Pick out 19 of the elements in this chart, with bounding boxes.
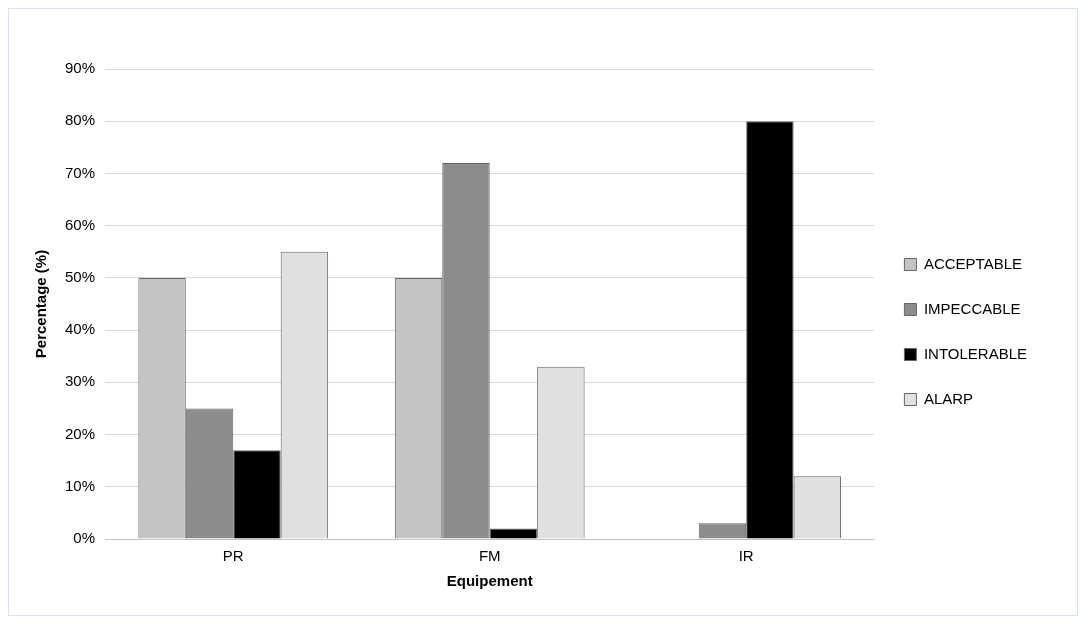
y-tick-label: 60%	[64, 215, 96, 233]
y-tick-label: 20%	[64, 424, 96, 442]
y-tick-label: 70%	[64, 163, 96, 181]
y-tick-label: 90%	[64, 59, 96, 77]
y-tick-label: 40%	[64, 320, 96, 338]
legend-label: ALARP	[923, 389, 974, 407]
x-tick-label: PR	[222, 547, 244, 565]
legend-label: IMPECCABLE	[923, 299, 1021, 317]
legend-label: INTOLERABLE	[923, 344, 1028, 362]
legend-label: ACCEPTABLE	[923, 254, 1022, 272]
y-tick-label: 0%	[73, 529, 96, 547]
y-axis-title: Percentage (%)	[32, 249, 50, 359]
y-tick-label: 50%	[64, 268, 96, 286]
y-tick-label: 80%	[64, 111, 96, 129]
x-axis-title: Equipement	[446, 572, 533, 590]
y-tick-label: 10%	[64, 476, 96, 494]
x-tick-label: FM	[478, 547, 501, 565]
x-tick-label: IR	[738, 547, 754, 565]
y-tick-label: 30%	[64, 372, 96, 390]
